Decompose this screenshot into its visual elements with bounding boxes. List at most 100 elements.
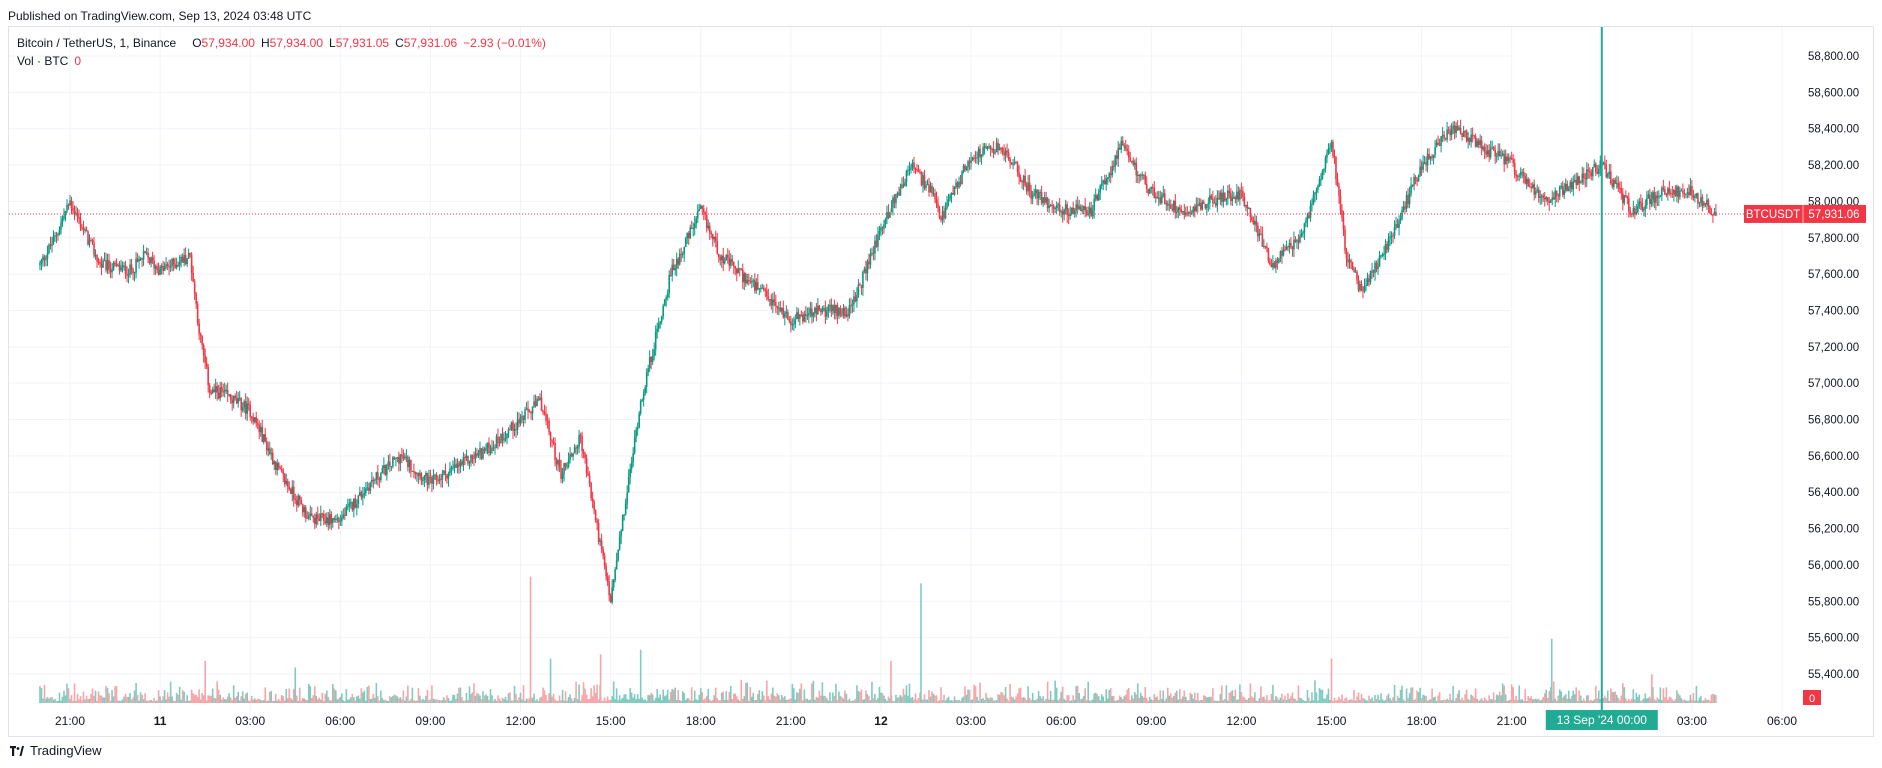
volume-bar <box>73 683 76 703</box>
volume-bar <box>1240 692 1243 703</box>
candle-body <box>193 281 196 294</box>
candle-body <box>1712 214 1714 216</box>
candle-body <box>277 463 280 468</box>
candle-body <box>312 515 315 519</box>
candle-body <box>635 429 637 438</box>
volume-bar <box>100 695 103 703</box>
volume-bar <box>322 700 325 703</box>
candle-body <box>1438 144 1441 146</box>
volume-bar <box>181 690 184 703</box>
candle-body <box>973 157 975 159</box>
candle-body <box>483 448 486 451</box>
candle-body <box>1640 201 1642 204</box>
volume-bar <box>1333 698 1336 703</box>
volume-bar <box>941 700 944 703</box>
candle-body <box>1504 156 1507 165</box>
candle-body <box>1218 197 1220 200</box>
candle-body <box>120 267 122 271</box>
candle-body <box>738 268 741 270</box>
volume-bar <box>623 694 625 703</box>
candle-body <box>857 284 860 296</box>
last-price-value: 57,931.06 <box>1808 209 1859 221</box>
volume-bar <box>1468 699 1471 703</box>
candle-body <box>878 231 881 235</box>
candle-body <box>1336 179 1339 186</box>
volume-bar <box>1703 700 1705 703</box>
volume-bar <box>654 698 657 703</box>
candle-body <box>390 466 393 468</box>
candle-body <box>654 331 657 350</box>
candle-body <box>1521 172 1523 174</box>
volume-bar <box>784 696 786 703</box>
volume-bar <box>1422 694 1424 703</box>
candle-body <box>1381 254 1384 256</box>
volume-bar <box>45 698 47 703</box>
candle-body <box>1643 209 1645 211</box>
chart-frame[interactable] <box>8 26 1874 737</box>
candle-body <box>1012 163 1014 165</box>
volume-bar <box>1281 693 1283 703</box>
candle-body <box>1411 184 1414 186</box>
tradingview-logo[interactable]: TradingView <box>10 743 102 758</box>
candle-body <box>829 304 831 306</box>
volume-bar <box>1497 695 1499 703</box>
candle-body <box>1206 204 1208 209</box>
volume-bar <box>814 699 816 703</box>
volume-bar <box>1470 694 1472 703</box>
candle-body <box>1500 155 1502 157</box>
volume-bar <box>1200 699 1202 703</box>
volume-bar <box>438 700 441 703</box>
volume-bar <box>1266 695 1268 703</box>
candle-body <box>108 260 110 270</box>
volume-bar <box>1626 700 1629 703</box>
volume-bar <box>1204 695 1207 703</box>
candle-body <box>1360 283 1363 291</box>
legend-symbol[interactable]: Bitcoin / TetherUS, 1, Binance <box>17 36 177 50</box>
candle-body <box>180 256 182 262</box>
volume-bar <box>696 700 699 703</box>
candle-body <box>1324 157 1327 169</box>
candle-body <box>366 487 369 489</box>
volume-bar <box>1013 699 1016 703</box>
volume-bar <box>1055 687 1058 703</box>
candle-body <box>504 438 507 440</box>
volume-bar <box>1278 699 1280 703</box>
candle-body <box>486 442 489 449</box>
candle-body <box>1094 195 1097 199</box>
candle-body <box>594 510 597 521</box>
volume-bar <box>726 699 729 703</box>
volume-bar <box>602 700 604 703</box>
volume-bar <box>1673 700 1675 703</box>
candle-body <box>1682 190 1684 194</box>
volume-bar <box>1309 700 1312 703</box>
candle-body <box>387 461 390 465</box>
volume-bar <box>509 692 511 703</box>
volume-bar <box>452 694 454 703</box>
candle-body <box>222 391 224 393</box>
candle-body <box>1464 131 1466 133</box>
candle-body <box>1670 192 1672 194</box>
volume-bar <box>1006 698 1008 703</box>
candle-body <box>378 479 381 481</box>
chart-canvas[interactable]: 55,400.0055,600.0055,800.0056,000.0056,2… <box>0 0 1882 740</box>
volume-bar <box>154 700 157 703</box>
candle-body <box>226 389 229 395</box>
candle-body <box>280 468 283 472</box>
volume-bar <box>1492 692 1495 703</box>
volume-bar <box>1272 684 1274 703</box>
volume-bar <box>336 699 339 703</box>
candle-body <box>1581 173 1584 183</box>
candle-body <box>1351 261 1354 270</box>
volume-bar <box>1010 696 1013 703</box>
candle-body <box>575 447 577 449</box>
candle-body <box>1192 206 1195 213</box>
candle-body <box>865 268 867 274</box>
volume-bar <box>1284 695 1286 703</box>
candle-body <box>425 472 427 477</box>
legend-volume-label[interactable]: Vol · BTC <box>17 54 69 68</box>
volume-bar <box>1404 700 1406 703</box>
candle-body <box>1522 172 1525 177</box>
candle-body <box>1165 203 1168 205</box>
candle-body <box>477 453 480 456</box>
candle-body <box>1482 147 1484 150</box>
